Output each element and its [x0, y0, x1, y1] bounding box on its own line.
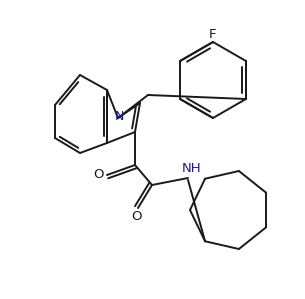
Text: N: N	[114, 111, 124, 123]
Text: O: O	[93, 169, 103, 181]
Text: NH: NH	[182, 162, 202, 176]
Text: O: O	[132, 210, 142, 223]
Text: F: F	[209, 28, 217, 40]
